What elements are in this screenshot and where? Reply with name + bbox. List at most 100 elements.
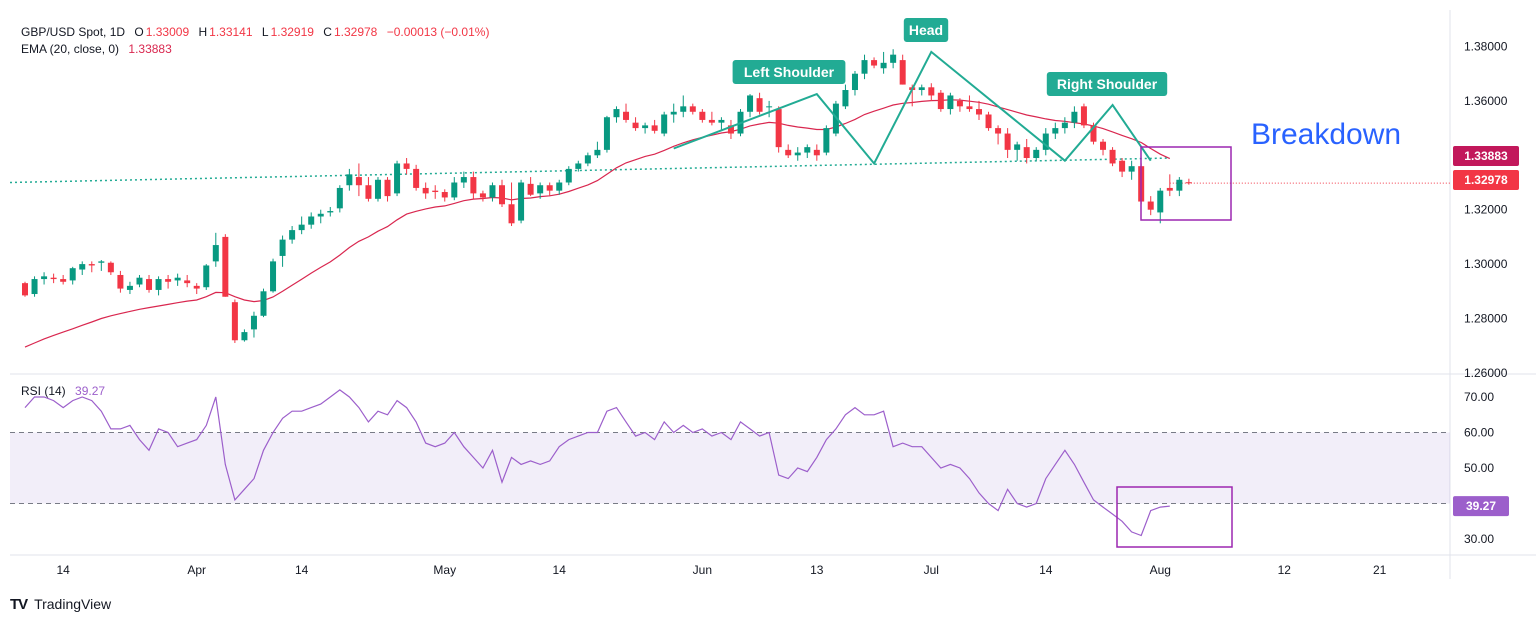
rsi-line: [24, 389, 1170, 537]
breakdown-label: Breakdown: [1251, 118, 1401, 151]
candle-down: [632, 122, 639, 129]
candle-up: [556, 182, 563, 191]
high-value: 1.33141: [209, 25, 253, 39]
rsi-header: RSI (14) 39.27: [21, 384, 107, 398]
candle-up: [537, 185, 544, 194]
head-shoulders-pattern: [673, 50, 1152, 166]
candle-up: [451, 182, 458, 198]
candle-up: [1157, 190, 1164, 213]
ema-price-badge: 1.33883: [1464, 149, 1508, 163]
candle-up: [98, 261, 105, 263]
rsi-label: RSI (14): [21, 384, 66, 398]
candle-up: [680, 106, 687, 112]
candle-up: [289, 230, 296, 240]
candle-down: [623, 111, 630, 120]
time-tick-label: 14: [1039, 563, 1053, 577]
candle-up: [918, 87, 925, 91]
rsi-band: [10, 432, 1450, 504]
candle-down: [689, 106, 696, 112]
candle-up: [270, 261, 277, 292]
candle-down: [708, 119, 715, 123]
candle-down: [1109, 149, 1116, 164]
candle-down: [413, 168, 420, 188]
candle-down: [651, 125, 658, 131]
candle-down: [222, 236, 229, 297]
close-label: C: [323, 25, 332, 39]
candle-up: [575, 163, 582, 169]
candle-down: [1090, 125, 1097, 142]
change-value: −0.00013 (−0.01%): [386, 25, 490, 39]
rsi-badge-bg: [1453, 496, 1509, 517]
candle-down: [899, 60, 906, 85]
candle-up: [155, 279, 162, 290]
time-tick-label: Apr: [187, 563, 206, 577]
candle-up: [394, 163, 401, 194]
open-label: O: [134, 25, 144, 39]
candle-down: [365, 185, 372, 199]
candle-up: [327, 211, 334, 213]
candle-down: [355, 177, 362, 186]
candle-up: [203, 265, 210, 288]
candle-up: [174, 277, 181, 281]
time-tick-label: 12: [1278, 563, 1292, 577]
symbol-label: GBP/USD Spot, 1D: [21, 25, 126, 39]
ema-price-badge-bg: [1453, 146, 1519, 166]
price-tick-label: 1.26000: [1464, 366, 1508, 380]
right-shoulder-label: Right Shoulder: [1057, 76, 1158, 92]
price-tick-label: 1.30000: [1464, 257, 1508, 271]
low-label: L: [261, 25, 269, 39]
rsi-tick-label: 60.00: [1464, 426, 1494, 440]
candle-up: [747, 95, 754, 112]
rsi-highlight-box: [1116, 486, 1233, 548]
candle-down: [727, 125, 734, 134]
candle-up: [565, 168, 572, 183]
candle-down: [432, 190, 439, 193]
candle-up: [594, 149, 601, 156]
ema-label: EMA (20, close, 0): [21, 42, 120, 56]
candle-down: [813, 149, 820, 156]
candle-down: [995, 128, 1002, 134]
candle-down: [775, 109, 782, 148]
left-shoulder-label: Left Shoulder: [744, 64, 835, 80]
candle-up: [279, 239, 286, 256]
candle-down: [985, 114, 992, 129]
candle-down: [527, 183, 534, 195]
time-tick-label: May: [433, 563, 456, 577]
candle-down: [966, 106, 973, 110]
candle-up: [1128, 166, 1135, 172]
candle-up: [241, 332, 248, 341]
candle-down: [928, 87, 935, 96]
candle-down: [937, 92, 944, 110]
price-tick-label: 1.38000: [1464, 40, 1508, 54]
candle-up: [460, 177, 467, 183]
candle-up: [1071, 111, 1078, 123]
head-label: Head: [909, 22, 943, 38]
candle-down: [146, 279, 153, 290]
candle-down: [1004, 133, 1011, 150]
high-label: H: [198, 25, 208, 39]
candle-up: [642, 125, 649, 129]
candle-up: [250, 315, 257, 330]
time-tick-label: 13: [810, 563, 824, 577]
candle-down: [1023, 147, 1030, 159]
candle-down: [871, 60, 878, 66]
time-tick-label: Jul: [924, 563, 939, 577]
candle-up: [823, 128, 830, 153]
candle-up: [584, 155, 591, 164]
candle-up: [489, 185, 496, 198]
candle-down: [441, 192, 448, 198]
last-price-badge: 1.32978: [1464, 173, 1508, 187]
candle-up: [851, 73, 858, 91]
time-tick-label: Jun: [693, 563, 712, 577]
tradingview-logo[interactable]: TV TradingView: [10, 596, 111, 613]
price-tick-label: 1.32000: [1464, 203, 1508, 217]
price-tick-label: 1.36000: [1464, 94, 1508, 108]
low-value: 1.32919: [270, 25, 314, 39]
candle-down: [785, 149, 792, 156]
candle-up: [1061, 122, 1068, 129]
candle-up: [1042, 133, 1049, 150]
candle-up: [861, 60, 868, 74]
candle-up: [1052, 128, 1059, 134]
candle-up: [842, 90, 849, 107]
